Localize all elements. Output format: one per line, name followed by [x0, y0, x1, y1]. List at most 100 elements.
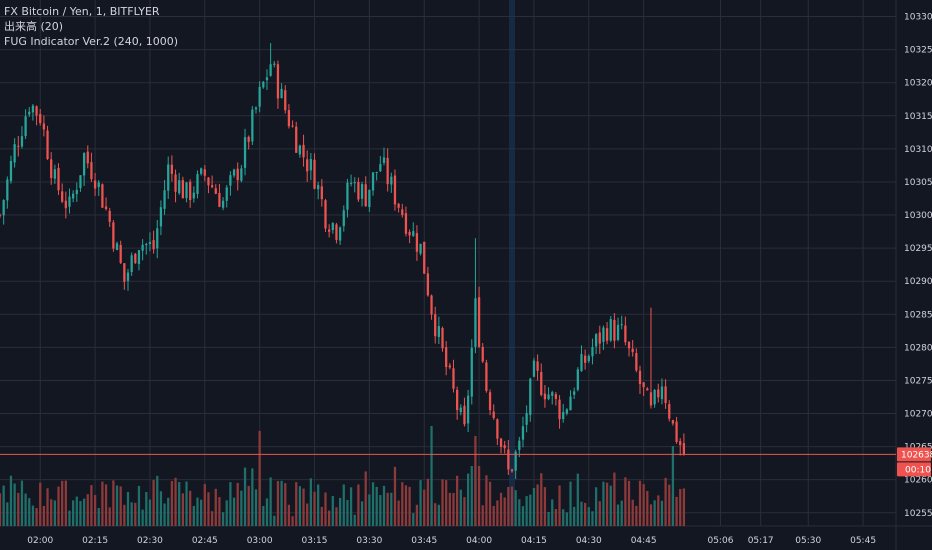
volume-bar-97	[353, 514, 356, 526]
volume-bar-116	[423, 489, 426, 526]
volume-bar-167	[609, 485, 612, 526]
candle-body-158	[576, 369, 579, 390]
volume-bar-154	[562, 509, 565, 526]
volume-bar-91	[331, 495, 334, 526]
candle-body-128	[466, 395, 470, 424]
volume-bar-65	[236, 482, 239, 526]
candle-body-42	[152, 240, 155, 250]
candle-body-148	[540, 371, 543, 395]
volume-bar-166	[605, 482, 609, 526]
candle-body-57	[207, 177, 210, 186]
time-tick-label-11: 04:45	[631, 536, 657, 546]
candle-body-154	[562, 412, 565, 420]
highlight-band	[509, 0, 515, 526]
fug-indicator-label[interactable]: FUG Indicator Ver.2 (240, 1000)	[4, 35, 179, 48]
candle-body-23	[82, 153, 86, 176]
volume-bar-43	[156, 475, 159, 526]
candle-body-0	[0, 214, 2, 216]
candle-body-147	[536, 361, 539, 371]
candle-body-21	[75, 189, 78, 195]
volume-bar-141	[514, 490, 517, 526]
volume-bar-48	[174, 477, 177, 526]
volume-bar-131	[477, 466, 481, 526]
volume-bar-105	[382, 485, 386, 526]
candle-body-155	[565, 409, 568, 414]
candle-body-100	[364, 184, 367, 207]
candle-body-102	[371, 172, 375, 191]
volume-bar-178	[649, 504, 653, 526]
volume-bar-54	[196, 497, 199, 526]
volume-bar-128	[466, 473, 470, 526]
candle-body-110	[401, 209, 404, 216]
price-tick-label-11: 1031000	[904, 145, 932, 155]
candle-body-7	[24, 116, 27, 137]
volume-bar-61	[221, 512, 225, 526]
candle-body-45	[163, 190, 166, 209]
volume-bar-98	[357, 484, 360, 526]
candle-body-169	[616, 324, 620, 340]
price-tick-label-3: 1027000	[904, 410, 932, 420]
volume-bar-186	[679, 489, 682, 526]
volume-bar-19	[68, 510, 71, 526]
candle-body-168	[613, 319, 616, 341]
candle-body-136	[496, 419, 499, 439]
candle-body-41	[148, 241, 152, 245]
price-tick-label-6: 1028500	[904, 310, 932, 320]
volume-bar-62	[225, 500, 228, 526]
candle-body-151	[551, 392, 554, 396]
volume-bar-12	[42, 505, 46, 526]
time-tick-label-13: 05:17	[748, 536, 774, 546]
volume-bar-164	[598, 501, 601, 526]
time-tick-label-1: 02:15	[82, 536, 108, 546]
volume-bar-75	[273, 515, 276, 526]
volume-bar-122	[445, 480, 448, 526]
volume-bar-135	[492, 505, 495, 526]
volume-bar-187	[682, 488, 686, 526]
volume-bar-115	[419, 480, 422, 526]
volume-bar-49	[178, 481, 181, 526]
candle-body-58	[210, 185, 214, 188]
volume-bar-25	[90, 485, 93, 526]
volume-bar-67	[243, 467, 247, 526]
candle-body-172	[627, 342, 631, 349]
candle-body-161	[587, 355, 590, 362]
price-tick-label-8: 1029500	[904, 244, 932, 254]
axes: 1025500102600010265001027000102750010280…	[27, 13, 932, 546]
candle-body-29	[104, 206, 108, 210]
volume-bar-100	[364, 471, 367, 526]
volume-bar-10	[35, 508, 38, 526]
volume-bar-176	[642, 484, 645, 526]
candle-body-31	[112, 222, 115, 249]
candle-body-134	[488, 392, 492, 411]
price-tags: 1026382 00:10	[897, 447, 932, 477]
volume-bar-39	[141, 509, 144, 526]
volume-bar-161	[587, 507, 590, 526]
volume-bar-90	[328, 510, 331, 526]
volume-bar-55	[200, 499, 203, 526]
volume-bar-171	[624, 477, 627, 526]
volume-bar-114	[415, 504, 419, 526]
legend: FX Bitcoin / Yen, 1, BITFLYER 出来高 (20) F…	[4, 4, 178, 49]
candle-body-130	[474, 298, 477, 347]
time-tick-label-10: 04:30	[576, 536, 602, 546]
volume-bar-14	[50, 499, 53, 526]
candle-body-178	[649, 392, 653, 406]
volume-indicator-label[interactable]: 出来高 (20)	[4, 20, 64, 33]
candle-body-88	[320, 186, 323, 200]
candle-body-145	[529, 378, 532, 416]
volume-bar-159	[580, 501, 583, 526]
time-tick-label-2: 02:30	[137, 536, 163, 546]
candle-body-162	[591, 347, 594, 357]
volume-bar-173	[631, 499, 634, 526]
candle-body-90	[328, 229, 331, 232]
candle-body-108	[393, 175, 397, 205]
candle-body-11	[39, 113, 42, 124]
price-tick-label-0: 1025500	[904, 509, 932, 519]
candle-body-81	[295, 126, 298, 153]
symbol-title[interactable]: FX Bitcoin / Yen, 1, BITFLYER	[4, 5, 160, 18]
last-price-label: 1026382	[901, 450, 932, 460]
candle-body-43	[156, 228, 159, 249]
candle-body-127	[463, 405, 466, 425]
